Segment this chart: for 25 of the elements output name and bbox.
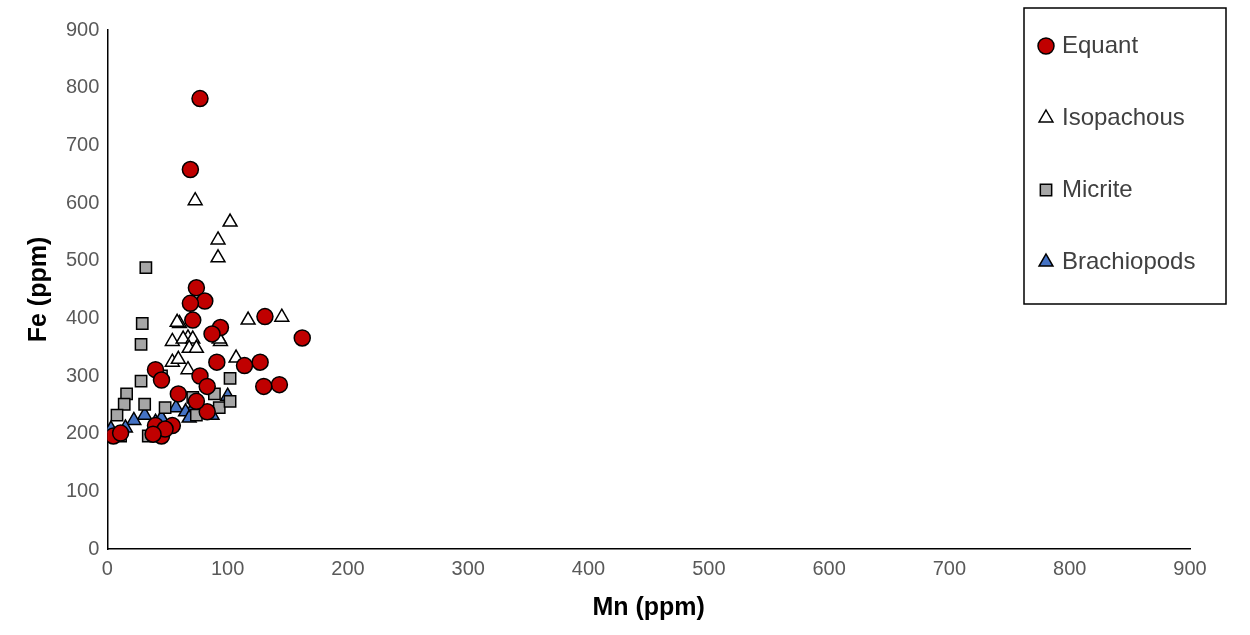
y-tick-label: 100 (65, 478, 100, 501)
legend-label: Micrite (1062, 174, 1133, 202)
x-tick-label: 200 (331, 556, 365, 579)
x-tick-label: 500 (692, 556, 726, 579)
y-tick-label: 700 (65, 132, 100, 155)
y-tick-label: 0 (88, 536, 100, 559)
x-tick-label: 600 (812, 556, 846, 579)
y-tick-label: 200 (65, 421, 100, 444)
y-tick-label: 500 (65, 248, 100, 271)
legend-label: Isopachous (1062, 102, 1185, 130)
x-tick-label: 900 (1173, 556, 1207, 579)
x-tick-label: 800 (1053, 556, 1087, 579)
y-axis-title: Fe (ppm) (22, 236, 51, 343)
y-tick-label: 600 (65, 190, 100, 213)
x-tick-label: 400 (571, 556, 606, 579)
x-tick-label: 100 (210, 556, 245, 579)
x-tick-label: 700 (932, 556, 967, 579)
legend-label: Brachiopods (1062, 246, 1196, 274)
x-axis-title: Mn (ppm) (592, 591, 705, 620)
y-tick-label: 300 (65, 363, 100, 386)
y-tick-label: 800 (65, 75, 100, 98)
y-tick-label: 400 (65, 305, 100, 328)
x-tick-label: 300 (451, 556, 485, 579)
y-tick-label: 900 (65, 17, 100, 40)
legend-label: Equant (1062, 30, 1139, 58)
